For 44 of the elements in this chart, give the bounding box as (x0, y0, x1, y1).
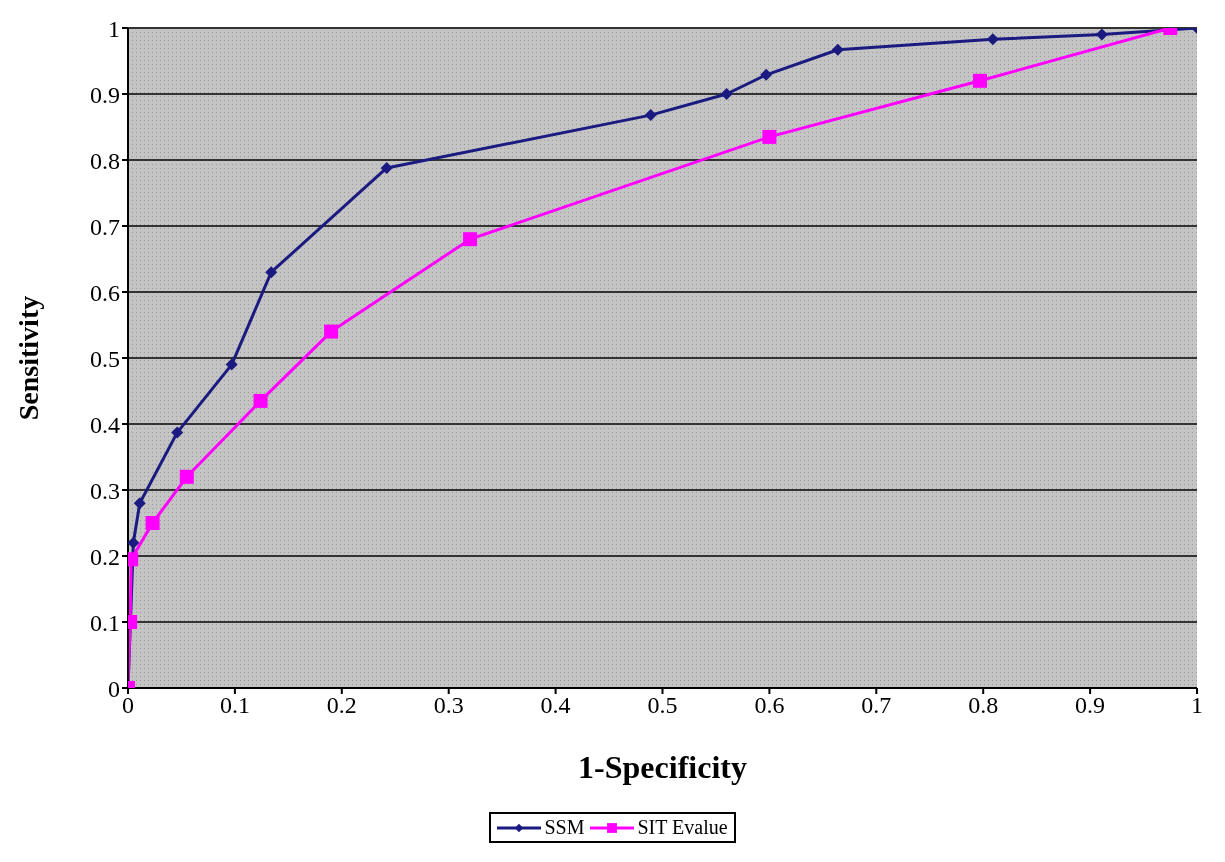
y-tick-label: 0.3 (90, 477, 120, 504)
point (324, 324, 339, 339)
x-tick-label: 0.7 (861, 692, 892, 719)
point (831, 43, 844, 56)
y-tick-label: 0.7 (90, 213, 120, 240)
y-tick-label: 0.1 (90, 609, 120, 636)
x-tick-label: 0.1 (219, 692, 250, 719)
y-tick-label: 0.2 (90, 543, 120, 570)
point (145, 516, 160, 530)
point (128, 536, 140, 549)
point (972, 73, 987, 88)
y-tick-label: 0.8 (90, 147, 120, 174)
y-tick-label: 0.6 (90, 279, 120, 306)
point (133, 497, 146, 510)
point (463, 232, 478, 247)
point (1095, 28, 1108, 41)
point (720, 88, 733, 100)
x-axis-title: 1-Specificity (578, 749, 747, 785)
y-tick-label: 0.5 (90, 345, 120, 372)
y-tick-label: 0 (108, 675, 120, 702)
point (225, 358, 238, 371)
point (171, 426, 184, 439)
y-tick-label: 1 (108, 15, 120, 42)
x-tick-label: 0.6 (754, 692, 785, 719)
x-tick-label: 0.9 (1075, 692, 1106, 719)
x-tick-label: 1 (1191, 692, 1203, 719)
point (644, 109, 657, 122)
legend-label: SIT Evalue (637, 816, 728, 839)
y-axis-title: Sensitivity (12, 295, 44, 421)
point (760, 68, 773, 81)
x-tick-label: 0.2 (326, 692, 357, 719)
y-tick-label: 0.4 (90, 411, 120, 438)
x-tick-label: 0.8 (968, 692, 999, 719)
point (179, 469, 194, 484)
x-tick-label: 0.3 (433, 692, 464, 719)
point (265, 266, 278, 279)
point (380, 161, 393, 174)
legend-label: SSM (544, 816, 585, 839)
x-tick-label: 0.5 (647, 692, 678, 719)
point (253, 393, 268, 408)
y-tick-label: 0.9 (90, 81, 120, 108)
point (986, 33, 999, 46)
x-tick-label: 0.4 (540, 692, 571, 719)
point (762, 129, 777, 144)
